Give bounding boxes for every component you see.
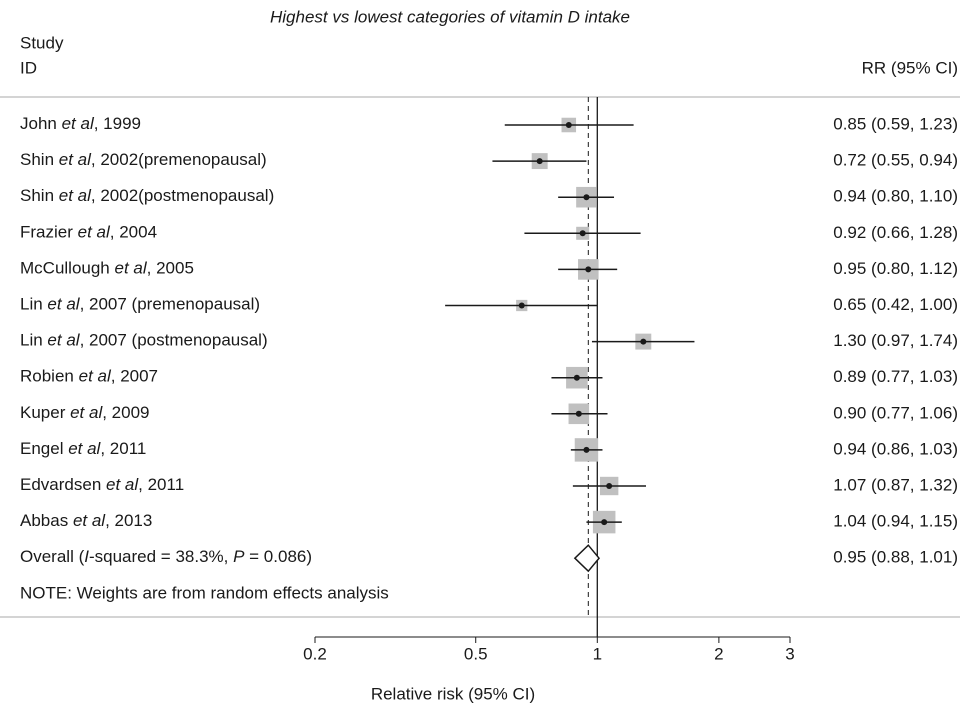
label-part: Robien <box>20 367 79 386</box>
label-part: Edvardsen <box>20 475 106 494</box>
x-tick-label: 1 <box>593 644 602 663</box>
study-label: Edvardsen et al, 2011 <box>20 475 184 494</box>
label-part: et al <box>68 439 101 458</box>
x-tick-label: 0.5 <box>464 644 488 663</box>
label-part: Overall ( <box>20 548 85 567</box>
x-tick-label: 0.2 <box>303 644 327 663</box>
label-part: Shin <box>20 187 59 206</box>
point-estimate <box>601 519 608 526</box>
label-part: et al <box>78 223 111 242</box>
study-label: McCullough et al, 2005 <box>20 259 194 278</box>
label-part: , 2009 <box>102 403 149 422</box>
label-part: et al <box>59 187 92 206</box>
label-part: , 2007 (premenopausal) <box>80 295 261 314</box>
x-tick-label: 3 <box>785 644 794 663</box>
study-label: Lin et al, 2007 (premenopausal) <box>20 295 260 314</box>
value-label: 0.65 (0.42, 1.00) <box>833 295 958 314</box>
label-part: , 2004 <box>110 223 157 242</box>
point-estimate <box>575 410 582 417</box>
label-part: et al <box>106 475 139 494</box>
study-label: John et al, 1999 <box>20 114 141 133</box>
study-label: Robien et al, 2007 <box>20 367 158 386</box>
label-part: I <box>84 548 89 567</box>
value-label: 0.90 (0.77, 1.06) <box>833 403 958 422</box>
label-part: et al <box>59 151 92 170</box>
x-tick-label: 2 <box>714 644 723 663</box>
label-part: et al <box>115 259 148 278</box>
study-label: Overall (I-squared = 38.3%, P = 0.086) <box>20 548 312 567</box>
label-part: Engel <box>20 439 68 458</box>
label-part: et al <box>47 295 80 314</box>
note: NOTE: Weights are from random effects an… <box>20 583 389 602</box>
point-estimate <box>606 483 613 489</box>
label-part: P <box>233 548 245 567</box>
label-part: John <box>20 114 62 133</box>
study-label: Frazier et al, 2004 <box>20 223 157 242</box>
label-part: et al <box>47 331 80 350</box>
label-part: et al <box>79 367 112 386</box>
point-estimate <box>565 122 572 128</box>
point-estimate <box>573 374 580 381</box>
value-label: 1.07 (0.87, 1.32) <box>833 475 958 494</box>
study-label: Shin et al, 2002(premenopausal) <box>20 151 267 170</box>
point-estimate <box>640 338 647 345</box>
label-part: , 2005 <box>147 259 194 278</box>
study-label: Kuper et al, 2009 <box>20 403 150 422</box>
study-label: Lin et al, 2007 (postmenopausal) <box>20 331 268 350</box>
study-label: Engel et al, 2011 <box>20 439 146 458</box>
overall-diamond <box>573 544 601 573</box>
label-part: McCullough <box>20 259 115 278</box>
label-part: et al <box>70 403 103 422</box>
label-part: , 2011 <box>100 439 146 458</box>
label-part: Frazier <box>20 223 78 242</box>
label-part: Lin <box>20 295 47 314</box>
point-estimate <box>536 158 543 165</box>
header-study: Study <box>20 33 64 52</box>
point-estimate <box>583 194 590 201</box>
point-estimate <box>583 446 590 453</box>
value-label: 0.94 (0.80, 1.10) <box>833 187 958 206</box>
label-part: Abbas <box>20 512 73 531</box>
study-label: Shin et al, 2002(postmenopausal) <box>20 187 274 206</box>
label-part: , 2002(premenopausal) <box>91 151 267 170</box>
label-part: et al <box>73 512 106 531</box>
label-part: -squared = 38.3%, <box>89 548 233 567</box>
label-part: Lin <box>20 331 47 350</box>
header-rr: RR (95% CI) <box>862 58 958 77</box>
value-label: 0.72 (0.55, 0.94) <box>833 151 958 170</box>
value-label: 1.04 (0.94, 1.15) <box>833 512 958 531</box>
value-label: 0.85 (0.59, 1.23) <box>833 114 958 133</box>
label-part: , 2013 <box>105 512 152 531</box>
value-label: 0.89 (0.77, 1.03) <box>833 367 958 386</box>
label-part: et al <box>62 114 95 133</box>
label-part: , 2007 (postmenopausal) <box>80 331 268 350</box>
point-estimate <box>579 230 586 237</box>
value-label: 1.30 (0.97, 1.74) <box>833 331 958 350</box>
value-label: 0.95 (0.88, 1.01) <box>833 548 958 567</box>
value-label: 0.94 (0.86, 1.03) <box>833 439 958 458</box>
chart-title: Highest vs lowest categories of vitamin … <box>270 7 630 26</box>
label-part: Kuper <box>20 403 70 422</box>
label-part: = 0.086) <box>244 548 312 567</box>
study-label: Abbas et al, 2013 <box>20 512 152 531</box>
value-label: 0.92 (0.66, 1.28) <box>833 223 958 242</box>
point-estimate <box>585 266 592 273</box>
value-label: 0.95 (0.80, 1.12) <box>833 259 958 278</box>
header-id: ID <box>20 58 37 77</box>
label-part: , 2011 <box>138 475 184 494</box>
label-part: , 1999 <box>94 114 141 133</box>
label-part: Shin <box>20 151 59 170</box>
label-part: , 2002(postmenopausal) <box>91 187 274 206</box>
label-part: , 2007 <box>111 367 158 386</box>
point-estimate <box>518 302 525 309</box>
x-axis-title: Relative risk (95% CI) <box>371 684 535 703</box>
